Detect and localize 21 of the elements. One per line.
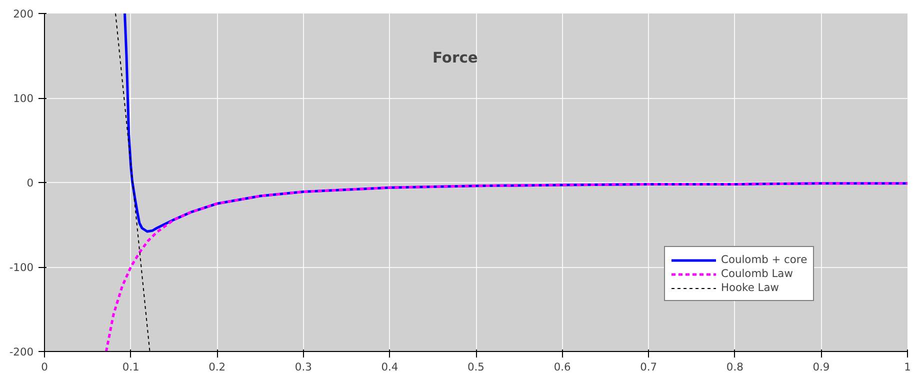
x-tick-label: 0.7 (640, 360, 658, 374)
x-tick-label: 0.2 (208, 360, 226, 374)
x-tick-label: 0.6 (554, 360, 571, 374)
x-tick-label: 0.8 (726, 360, 744, 374)
y-tick-label: -200 (9, 346, 34, 358)
legend-label: Coulomb Law (721, 267, 793, 280)
x-tick-label: 0 (41, 360, 48, 374)
x-tick-label: 0.4 (381, 360, 398, 374)
text: Force (432, 50, 478, 66)
y-tick-label: 100 (13, 92, 34, 105)
y-tick-label: 0 (26, 176, 34, 190)
x-tick-label: 0.9 (812, 360, 830, 374)
x-tick-label: 0.3 (294, 360, 312, 374)
legend-label: Coulomb + core (721, 253, 808, 266)
y-tick-label: 200 (13, 8, 34, 20)
x-tick-label: 0.5 (468, 360, 484, 374)
y-tick-label: -100 (9, 261, 34, 274)
x-tick-label: 1 (904, 360, 911, 374)
x-tick-label: 0.1 (122, 360, 140, 374)
legend-label: Hooke Law (721, 281, 779, 294)
line-series (104, 182, 908, 352)
